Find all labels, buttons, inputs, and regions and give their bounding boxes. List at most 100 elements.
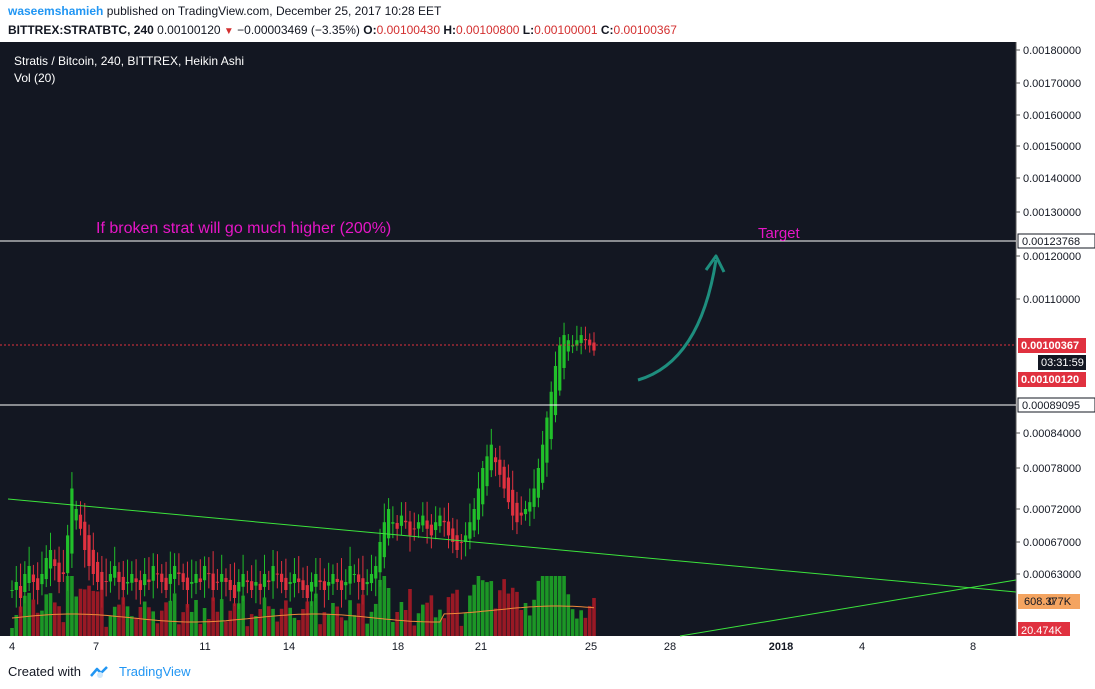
candle-body[interactable] — [181, 573, 185, 582]
candle-body[interactable] — [571, 345, 575, 347]
candle-body[interactable] — [245, 580, 249, 582]
candle-body[interactable] — [250, 581, 254, 590]
candle-body[interactable] — [434, 522, 438, 531]
candle-body[interactable] — [31, 574, 35, 583]
candle-body[interactable] — [177, 572, 181, 574]
candle-body[interactable] — [70, 488, 74, 554]
candle-body[interactable] — [451, 528, 455, 542]
candle-body[interactable] — [121, 576, 125, 590]
candle-body[interactable] — [262, 574, 267, 587]
candle-body[interactable] — [399, 515, 404, 526]
candle-body[interactable] — [464, 535, 468, 542]
candle-body[interactable] — [232, 584, 237, 598]
candle-body[interactable] — [40, 574, 44, 585]
candle-body[interactable] — [237, 582, 241, 592]
candle-body[interactable] — [173, 566, 177, 579]
candle-body[interactable] — [322, 581, 326, 590]
candle-body[interactable] — [271, 566, 275, 582]
candle-body[interactable] — [10, 590, 14, 591]
candle-body[interactable] — [579, 335, 583, 343]
candle-body[interactable] — [53, 559, 57, 566]
candle-body[interactable] — [404, 520, 408, 523]
candle-body[interactable] — [506, 477, 511, 503]
candle-body[interactable] — [378, 542, 382, 573]
candle-body[interactable] — [215, 581, 220, 583]
candle-body[interactable] — [267, 580, 271, 582]
candle-body[interactable] — [429, 524, 433, 536]
candle-body[interactable] — [575, 340, 579, 346]
candle-body[interactable] — [592, 342, 596, 351]
candle-body[interactable] — [352, 574, 356, 575]
candle-body[interactable] — [280, 573, 284, 582]
candle-body[interactable] — [185, 577, 190, 590]
downtrend-line[interactable] — [7, 498, 1017, 593]
candle-body[interactable] — [18, 586, 23, 598]
candle-body[interactable] — [357, 574, 361, 582]
author-link[interactable]: waseemshamieh — [8, 4, 104, 18]
candle-body[interactable] — [36, 578, 40, 590]
candle-body[interactable] — [566, 340, 570, 352]
candle-body[interactable] — [305, 585, 309, 598]
candle-body[interactable] — [23, 574, 27, 592]
candle-body[interactable] — [48, 550, 53, 569]
candle-body[interactable] — [476, 488, 481, 520]
candle-body[interactable] — [541, 444, 545, 483]
candle-body[interactable] — [553, 366, 558, 416]
candle-body[interactable] — [318, 580, 322, 582]
candle-body[interactable] — [558, 345, 562, 391]
candle-body[interactable] — [348, 566, 352, 584]
candle-body[interactable] — [562, 335, 566, 368]
candle-body[interactable] — [472, 509, 476, 531]
candle-body[interactable] — [489, 444, 493, 471]
candle-body[interactable] — [468, 522, 472, 539]
candle-body[interactable] — [339, 580, 344, 590]
candle-body[interactable] — [202, 566, 207, 581]
candle-body[interactable] — [160, 573, 164, 582]
tradingview-brand-link[interactable]: TradingView — [118, 664, 191, 679]
candle-body[interactable] — [425, 520, 429, 529]
candle-body[interactable] — [344, 582, 348, 586]
candle-body[interactable] — [254, 582, 258, 586]
candle-body[interactable] — [309, 582, 314, 592]
candle-body[interactable] — [95, 561, 100, 582]
candle-body[interactable] — [211, 573, 215, 590]
candle-body[interactable] — [493, 457, 498, 463]
candle-body[interactable] — [297, 578, 301, 582]
candle-body[interactable] — [57, 562, 61, 582]
candle-body[interactable] — [104, 580, 108, 582]
candle-body[interactable] — [481, 468, 485, 505]
annotation-broken[interactable]: If broken strat will go much higher (200… — [96, 220, 391, 237]
candle-body[interactable] — [241, 574, 245, 587]
candle-body[interactable] — [164, 577, 168, 590]
candle-body[interactable] — [130, 574, 134, 583]
candle-body[interactable] — [87, 535, 91, 566]
candle-body[interactable] — [190, 582, 194, 584]
candle-body[interactable] — [374, 566, 378, 579]
candle-body[interactable] — [155, 573, 160, 575]
chart-area[interactable]: 0.00180000 0.00170000 0.00160000 0.00150000… — [0, 42, 1095, 658]
candle-body[interactable] — [408, 521, 412, 536]
candle-body[interactable] — [198, 578, 202, 582]
candle-body[interactable] — [519, 512, 523, 516]
candle-body[interactable] — [382, 522, 386, 558]
candle-body[interactable] — [258, 583, 262, 590]
candle-body[interactable] — [14, 582, 18, 590]
candle-body[interactable] — [147, 579, 151, 582]
candle-body[interactable] — [335, 578, 339, 582]
candle-body[interactable] — [125, 582, 130, 584]
candle-body[interactable] — [83, 521, 87, 550]
candle-body[interactable] — [459, 541, 463, 543]
candle-body[interactable] — [100, 571, 104, 590]
candle-body[interactable] — [74, 509, 78, 521]
candle-body[interactable] — [455, 535, 459, 550]
candle-body[interactable] — [588, 339, 592, 346]
candle-body[interactable] — [207, 573, 211, 575]
candle-body[interactable] — [91, 549, 95, 574]
candle-body[interactable] — [138, 580, 142, 590]
candle-body[interactable] — [386, 509, 391, 539]
candle-body[interactable] — [327, 582, 331, 586]
candle-body[interactable] — [502, 466, 506, 489]
candle-body[interactable] — [228, 579, 232, 590]
candle-body[interactable] — [113, 566, 117, 578]
candle-body[interactable] — [369, 574, 374, 584]
